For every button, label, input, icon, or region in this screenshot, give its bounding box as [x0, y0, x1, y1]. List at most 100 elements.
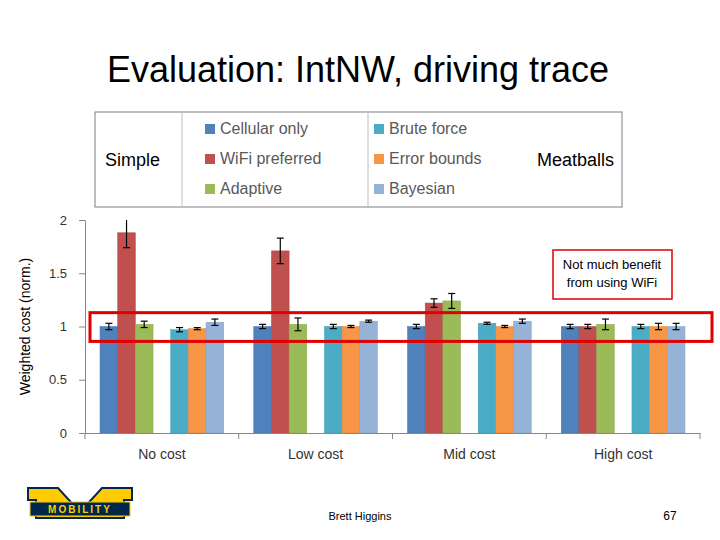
- bar: [171, 330, 189, 433]
- error-bar-cap: [431, 298, 438, 299]
- error-bar-stem: [522, 319, 523, 323]
- error-bar: [330, 324, 337, 328]
- error-bar: [259, 324, 266, 328]
- error-bar-stem: [416, 324, 417, 328]
- legend-frame-inner: [182, 112, 368, 207]
- y-axis-line: [85, 221, 86, 434]
- highlight-band: [90, 313, 712, 342]
- legend-label: Error bounds: [389, 150, 482, 167]
- error-bar-cap: [123, 247, 130, 248]
- y-tick: 0.5: [49, 372, 85, 387]
- error-bar-cap: [347, 327, 354, 328]
- legend-item: Error bounds: [374, 150, 482, 167]
- error-bar-stem: [144, 321, 145, 327]
- y-axis-title: Weighted cost (norm.): [17, 258, 33, 395]
- error-bar: [448, 293, 455, 308]
- x-tick-label: High cost: [594, 446, 652, 462]
- error-bar-stem: [262, 324, 263, 328]
- error-bar-stem: [214, 319, 215, 325]
- plot-area: [100, 220, 685, 433]
- error-bar: [347, 325, 354, 327]
- bar: [118, 233, 136, 433]
- error-bar-cap: [176, 331, 183, 332]
- error-bar-cap: [501, 327, 508, 328]
- logo-band: [30, 502, 130, 516]
- error-bar-cap: [330, 324, 337, 325]
- error-bar-cap: [413, 328, 420, 329]
- annotation: Not much benefitfrom using WiFi: [90, 250, 712, 341]
- y-tick-label: 1: [60, 319, 67, 334]
- error-bar-stem: [451, 293, 452, 308]
- error-bar-stem: [433, 299, 434, 308]
- y-tick: 1.5: [49, 266, 85, 281]
- category-separator: [85, 433, 86, 439]
- error-bar-cap: [673, 323, 680, 324]
- legend-label: Cellular only: [220, 120, 308, 137]
- error-bar-cap: [673, 329, 680, 330]
- error-bar-cap: [655, 329, 662, 330]
- error-bar: [584, 324, 591, 328]
- error-bar-cap: [105, 323, 112, 324]
- error-bar-cap: [277, 238, 284, 239]
- error-bar-cap: [330, 328, 337, 329]
- y-tick-mark: [79, 220, 85, 221]
- bar: [425, 303, 443, 433]
- error-bar: [413, 324, 420, 328]
- legend-swatch: [374, 154, 384, 164]
- y-tick-mark: [79, 327, 85, 328]
- error-bar-stem: [333, 324, 334, 328]
- bar: [188, 329, 206, 433]
- error-bar-cap: [448, 308, 455, 309]
- error-bar-stem: [605, 319, 606, 330]
- error-bar-cap: [259, 324, 266, 325]
- legend-item: Cellular only: [205, 120, 308, 137]
- error-bar: [431, 299, 438, 308]
- bar: [514, 321, 532, 433]
- x-tick-label: Low cost: [288, 446, 343, 462]
- x-tick: High cost: [594, 446, 652, 462]
- x-tick-label: Mid cost: [443, 446, 495, 462]
- series: [135, 293, 614, 433]
- error-bar-cap: [567, 324, 574, 325]
- legend: Cellular onlyWiFi preferredAdaptiveBrute…: [95, 112, 622, 207]
- annotation-box: [553, 250, 672, 299]
- background: [0, 0, 720, 540]
- legend-item: Brute force: [374, 120, 467, 137]
- error-bar-cap: [584, 328, 591, 329]
- error-bar-cap: [294, 330, 301, 331]
- bar: [360, 321, 378, 433]
- error-bar: [602, 319, 609, 330]
- legend-group-label: Meatballs: [537, 150, 614, 170]
- legend-frame: [95, 112, 622, 207]
- error-bar-stem: [126, 220, 127, 248]
- annotation-text: from using WiFi: [567, 275, 657, 290]
- category-separator: [238, 433, 239, 439]
- error-bar-stem: [297, 318, 298, 331]
- bar: [443, 301, 461, 433]
- error-bar-cap: [584, 324, 591, 325]
- error-bar: [141, 321, 148, 327]
- series: [206, 319, 685, 433]
- legend-swatch: [205, 124, 215, 134]
- y-tick-mark: [79, 380, 85, 381]
- error-bar-cap: [484, 322, 491, 323]
- error-bar: [105, 323, 112, 329]
- x-axis: No cost Low cost Mid cost High cost: [85, 433, 701, 462]
- y-tick: 2: [60, 213, 85, 228]
- error-bar-stem: [108, 323, 109, 329]
- y-tick-mark: [79, 273, 85, 274]
- slide: Evaluation: IntNW, driving trace00.511.5…: [0, 0, 720, 540]
- error-bar-cap: [105, 329, 112, 330]
- bar: [206, 322, 224, 433]
- error-bar-stem: [658, 323, 659, 329]
- error-bar-cap: [141, 321, 148, 322]
- error-bar-stem: [570, 324, 571, 328]
- error-bar-stem: [676, 323, 677, 329]
- x-tick: No cost: [138, 446, 186, 462]
- error-bar-cap: [637, 328, 644, 329]
- error-bar-stem: [280, 238, 281, 264]
- logo: MOBILITY: [28, 488, 132, 518]
- error-bar-cap: [602, 329, 609, 330]
- legend-label: WiFi preferred: [220, 150, 321, 167]
- error-bar: [673, 323, 680, 329]
